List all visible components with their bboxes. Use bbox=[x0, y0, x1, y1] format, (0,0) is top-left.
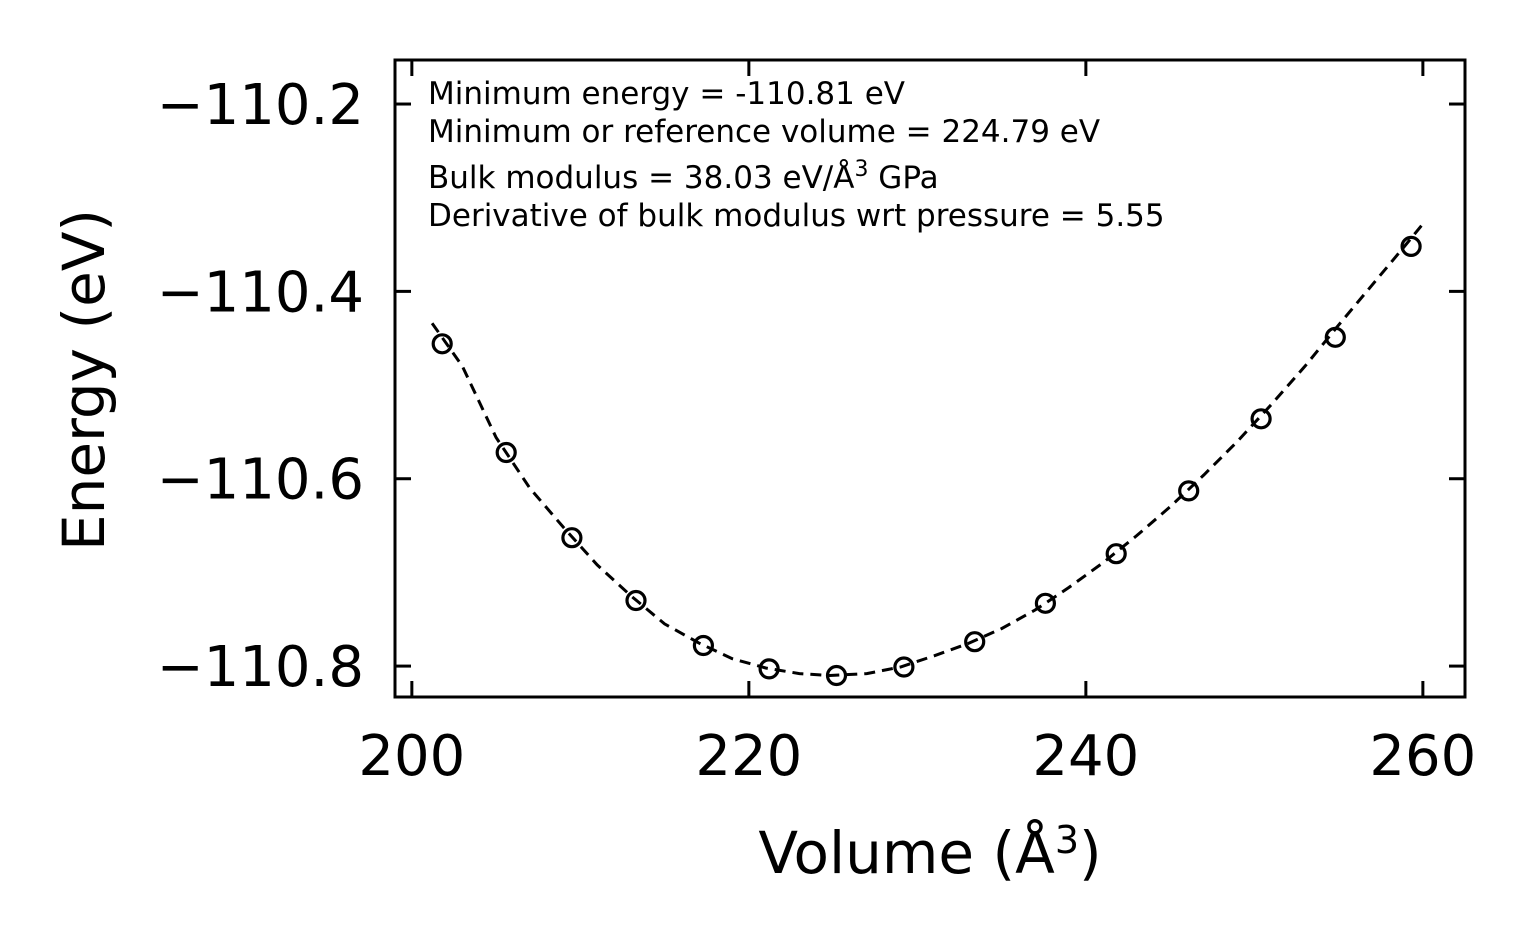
plot-area bbox=[395, 60, 1465, 697]
annotation-bulk-modulus-text: Bulk modulus = 38.03 eV/Å bbox=[428, 160, 854, 196]
data-point bbox=[561, 527, 583, 549]
x-axis-title-end: ) bbox=[1079, 819, 1102, 887]
y-tick-label: −110.2 bbox=[157, 73, 364, 138]
data-point bbox=[1250, 408, 1272, 430]
plot-frame bbox=[393, 58, 1467, 699]
ticks-layer: 200 220 240 260 −110.2 −110.4 −110.6 −110.8 bbox=[157, 60, 1476, 789]
annotation-bulk-modulus-sup: 3 bbox=[854, 157, 868, 182]
data-point bbox=[758, 658, 780, 680]
annotation-bulk-derivative: Derivative of bulk modulus wrt pressure … bbox=[428, 198, 1165, 234]
y-axis-title: Energy (eV) bbox=[50, 209, 118, 551]
data-point bbox=[1400, 235, 1422, 257]
x-tick-label: 220 bbox=[695, 724, 802, 789]
data-point bbox=[964, 631, 986, 653]
data-point bbox=[625, 589, 647, 612]
data-point bbox=[1105, 543, 1127, 565]
annotation-bulk-modulus: Bulk modulus = 38.03 eV/Å3 GPa bbox=[428, 157, 939, 196]
x-axis-title-sup: 3 bbox=[1055, 818, 1079, 862]
annotation-box: Minimum energy = -110.81 eV Minimum or r… bbox=[428, 76, 1165, 234]
y-tick-label: −110.6 bbox=[157, 448, 364, 513]
fit-curve-layer bbox=[430, 222, 1425, 678]
fit-curve-line bbox=[430, 222, 1425, 678]
annotation-min-volume: Minimum or reference volume = 224.79 eV bbox=[428, 114, 1100, 150]
data-point bbox=[825, 664, 848, 687]
annotation-bulk-modulus-unit: GPa bbox=[868, 160, 938, 196]
y-tick-label: −110.4 bbox=[157, 260, 364, 325]
y-tick-label: −110.8 bbox=[157, 635, 364, 700]
data-point bbox=[431, 333, 453, 355]
data-point bbox=[692, 634, 715, 657]
data-point bbox=[495, 441, 517, 464]
data-point bbox=[1034, 592, 1057, 614]
x-tick-label: 260 bbox=[1369, 724, 1476, 789]
x-tick-label: 240 bbox=[1032, 724, 1139, 789]
annotation-min-energy: Minimum energy = -110.81 eV bbox=[428, 76, 905, 112]
data-point bbox=[1178, 480, 1200, 502]
x-axis-title: Volume (Å3) bbox=[758, 818, 1101, 887]
x-axis-title-text: Volume (Å bbox=[758, 818, 1055, 887]
x-tick-label: 200 bbox=[358, 724, 465, 789]
data-point bbox=[893, 656, 915, 678]
data-markers-layer bbox=[431, 235, 1422, 687]
data-point bbox=[1324, 326, 1346, 348]
